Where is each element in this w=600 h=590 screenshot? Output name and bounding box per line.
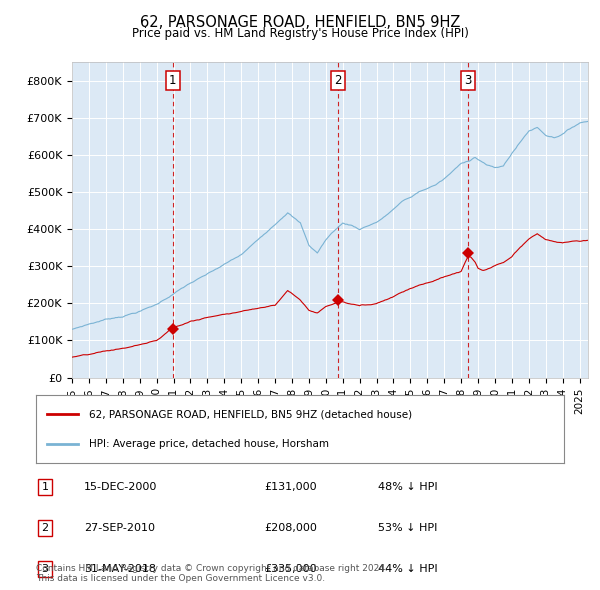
Text: £131,000: £131,000 [264, 482, 317, 491]
Text: £335,000: £335,000 [264, 565, 317, 574]
Text: 62, PARSONAGE ROAD, HENFIELD, BN5 9HZ (detached house): 62, PARSONAGE ROAD, HENFIELD, BN5 9HZ (d… [89, 409, 412, 419]
Text: 1: 1 [41, 482, 49, 491]
Text: 44% ↓ HPI: 44% ↓ HPI [378, 565, 437, 574]
Text: 1: 1 [169, 74, 176, 87]
Text: 48% ↓ HPI: 48% ↓ HPI [378, 482, 437, 491]
Text: 3: 3 [464, 74, 472, 87]
Text: 31-MAY-2018: 31-MAY-2018 [84, 565, 156, 574]
Text: 2: 2 [41, 523, 49, 533]
Text: 2: 2 [335, 74, 342, 87]
Text: 53% ↓ HPI: 53% ↓ HPI [378, 523, 437, 533]
Text: £208,000: £208,000 [264, 523, 317, 533]
Text: 62, PARSONAGE ROAD, HENFIELD, BN5 9HZ: 62, PARSONAGE ROAD, HENFIELD, BN5 9HZ [140, 15, 460, 30]
Text: 15-DEC-2000: 15-DEC-2000 [84, 482, 157, 491]
Text: 27-SEP-2010: 27-SEP-2010 [84, 523, 155, 533]
Text: HPI: Average price, detached house, Horsham: HPI: Average price, detached house, Hors… [89, 439, 329, 449]
Text: 3: 3 [41, 565, 49, 574]
Text: Contains HM Land Registry data © Crown copyright and database right 2024.
This d: Contains HM Land Registry data © Crown c… [36, 563, 388, 583]
Text: Price paid vs. HM Land Registry's House Price Index (HPI): Price paid vs. HM Land Registry's House … [131, 27, 469, 40]
